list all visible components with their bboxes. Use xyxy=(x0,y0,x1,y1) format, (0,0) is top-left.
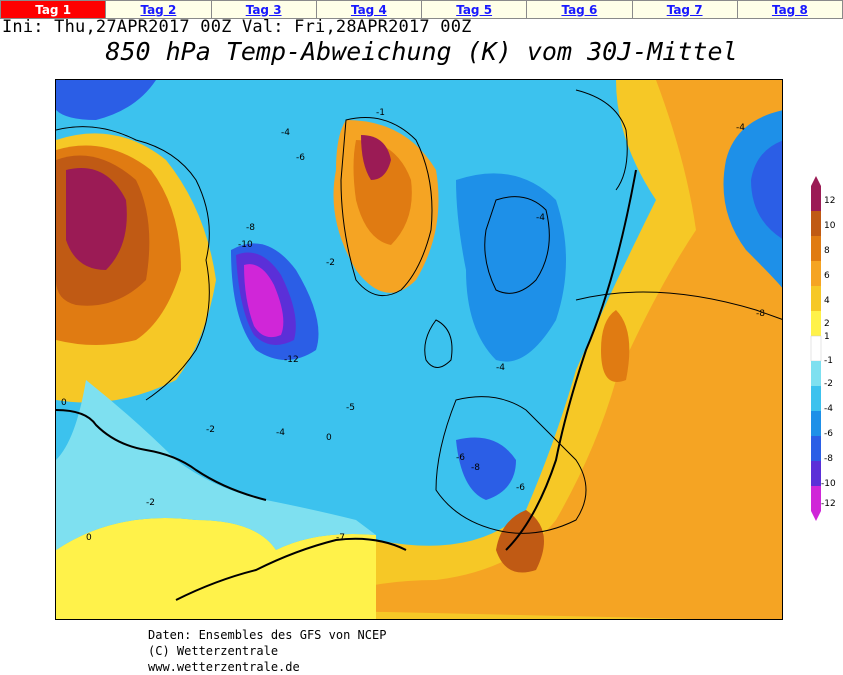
contour-label: 0 xyxy=(61,398,67,408)
warm-spot-russia xyxy=(601,310,630,382)
tab-tag-2[interactable]: Tag 2 xyxy=(106,0,212,19)
contour-label: -4 xyxy=(276,428,285,438)
legend-tick: 1 xyxy=(824,332,830,342)
run-info: Ini: Thu,27APR2017 00Z Val: Fri,28APR201… xyxy=(2,17,472,37)
legend-swatch xyxy=(811,236,821,261)
legend-tick: -4 xyxy=(824,404,833,414)
legend-swatch xyxy=(811,386,821,411)
contour-label: -6 xyxy=(456,453,465,463)
legend-tick: 12 xyxy=(824,196,835,206)
tab-bar: Tag 1 Tag 2 Tag 3 Tag 4 Tag 5 Tag 6 Tag … xyxy=(0,0,843,19)
legend-tick: -12 xyxy=(821,499,836,509)
legend-swatch xyxy=(811,411,821,436)
legend-swatch xyxy=(811,186,821,211)
legend-tick: 4 xyxy=(824,296,830,306)
legend-swatch xyxy=(811,211,821,236)
credits-data-source: Daten: Ensembles des GFS von NCEP xyxy=(148,628,387,642)
legend-arrow-bottom xyxy=(811,511,821,521)
legend-tick: -8 xyxy=(824,454,833,464)
warm-region-southwest xyxy=(56,518,376,619)
legend-tick: 10 xyxy=(824,221,836,231)
legend-tick: -2 xyxy=(824,379,833,389)
legend-tick: 6 xyxy=(824,271,830,281)
coastlines xyxy=(56,89,782,534)
map-canvas: -10 -8 -6 -4 -2 -1 0 -12 -7 -5 -2 -4 -6 … xyxy=(56,80,782,619)
credits-copyright: (C) Wetterzentrale xyxy=(148,644,279,658)
tab-tag-1[interactable]: Tag 1 xyxy=(0,0,107,19)
contour-label: -6 xyxy=(516,483,525,493)
legend-tick: 8 xyxy=(824,246,830,256)
tab-tag-6[interactable]: Tag 6 xyxy=(527,0,633,19)
credits: Daten: Ensembles des GFS von NCEP (C) We… xyxy=(148,627,386,675)
legend-swatch xyxy=(811,286,821,311)
contour-label: 0 xyxy=(86,533,92,543)
contour-label: -2 xyxy=(146,498,155,508)
tab-tag-5[interactable]: Tag 5 xyxy=(422,0,528,19)
cold-region-mediterranean xyxy=(456,437,516,500)
legend-swatch xyxy=(811,436,821,461)
contour-label: -2 xyxy=(326,258,335,268)
tab-tag-4[interactable]: Tag 4 xyxy=(316,0,422,19)
contour-label: -4 xyxy=(281,128,290,138)
contour-label: -12 xyxy=(284,355,299,365)
credits-website: www.wetterzentrale.de xyxy=(148,660,300,674)
warm-region-core xyxy=(296,80,782,619)
tab-tag-7[interactable]: Tag 7 xyxy=(632,0,738,19)
contour-label: -1 xyxy=(376,108,385,118)
warm-spot-anatolia xyxy=(496,510,544,573)
contour-label: -4 xyxy=(496,363,505,373)
tab-tag-8[interactable]: Tag 8 xyxy=(737,0,843,19)
cold-region-east-core xyxy=(751,140,782,239)
anomaly-map: -10 -8 -6 -4 -2 -1 0 -12 -7 -5 -2 -4 -6 … xyxy=(55,79,783,620)
contour-label: -4 xyxy=(536,213,545,223)
contour-label: -8 xyxy=(246,223,255,233)
contour-label: -7 xyxy=(336,533,345,543)
legend-arrow-top xyxy=(811,176,821,186)
legend-swatch xyxy=(811,461,821,486)
tab-tag-3[interactable]: Tag 3 xyxy=(211,0,317,19)
cold-region-europe xyxy=(456,173,566,362)
map-title: 850 hPa Temp-Abweichung (K) vom 30J-Mitt… xyxy=(105,37,738,66)
legend-swatch xyxy=(811,261,821,286)
contour-label: -8 xyxy=(756,309,765,319)
contour-label: -5 xyxy=(346,403,355,413)
legend-tick: 2 xyxy=(824,319,830,329)
contour-label: 0 xyxy=(326,433,332,443)
contour-label: -4 xyxy=(736,123,745,133)
warm-region-greenland-peak xyxy=(361,135,391,180)
legend-swatch xyxy=(810,335,822,362)
legend-swatch xyxy=(811,361,821,386)
contour-label: -8 xyxy=(471,463,480,473)
warm-region-america-peak xyxy=(66,168,127,270)
legend-tick: -1 xyxy=(824,356,833,366)
legend-tick: -6 xyxy=(824,429,833,439)
anomaly-band-minus1 xyxy=(56,380,376,550)
legend-tick: -10 xyxy=(821,479,836,489)
legend-swatch xyxy=(811,486,821,511)
cold-region-northwest xyxy=(56,80,156,120)
color-legend: 12 10 8 6 4 2 1 -1 -2 -4 -6 -8 -10 -12 xyxy=(810,176,836,521)
contour-labels: -10 -8 -6 -4 -2 -1 0 -12 -7 -5 -2 -4 -6 … xyxy=(61,108,765,543)
contour-label: -2 xyxy=(206,425,215,435)
contour-label: -10 xyxy=(238,240,253,250)
zero-contour xyxy=(56,169,637,601)
contour-label: -6 xyxy=(296,153,305,163)
legend-swatch xyxy=(811,311,821,336)
cold-region-atlantic-core xyxy=(244,264,284,338)
